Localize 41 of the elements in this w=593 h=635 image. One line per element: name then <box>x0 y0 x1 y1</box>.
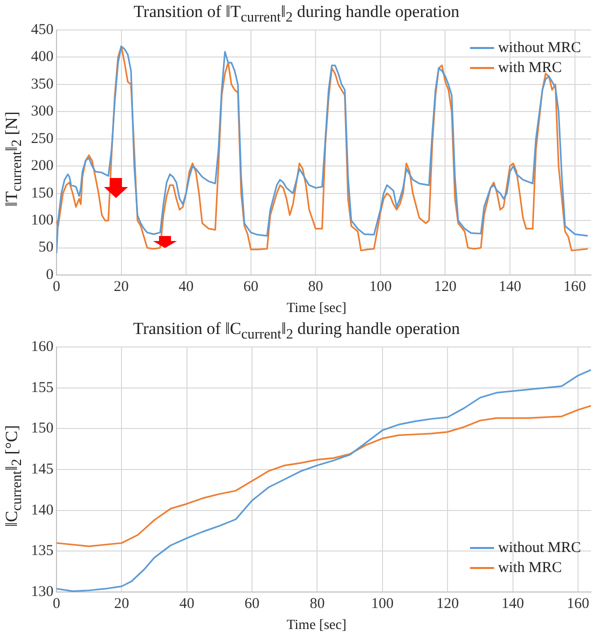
x-tick-label: 120 <box>436 596 459 612</box>
y-tick-label: 150 <box>31 185 54 202</box>
legend-label: with MRC <box>498 60 562 76</box>
x-tick-label: 80 <box>310 596 325 612</box>
y-tick-label: 0 <box>46 266 54 283</box>
y-tick-label: 200 <box>31 158 54 174</box>
x-tick-label: 100 <box>371 596 394 612</box>
x-tick-label: 20 <box>114 278 129 295</box>
x-axis-title: Time [sec] <box>286 618 348 634</box>
x-tick-label: 100 <box>369 278 392 295</box>
x-tick-label: 40 <box>179 596 194 612</box>
y-tick-label: 250 <box>31 130 54 147</box>
legend-label: without MRC <box>498 40 582 56</box>
x-axis-title: Time [sec] <box>286 301 348 317</box>
x-tick-label: 80 <box>308 278 324 295</box>
y-tick-label: 130 <box>31 584 54 600</box>
chart-title: Transition of ‖T$_{current}$‖$_{2}$ during handle operation <box>134 2 460 26</box>
x-tick-label: 120 <box>434 278 456 295</box>
y-tick-label: 450 <box>31 22 54 38</box>
y-tick-label: 350 <box>31 76 54 92</box>
y-tick-label: 160 <box>31 338 54 355</box>
x-tick-label: 20 <box>114 596 130 612</box>
x-tick-label: 140 <box>498 278 522 295</box>
y-tick-label: 155 <box>31 380 54 396</box>
x-tick-label: 60 <box>244 596 260 612</box>
y-tick-label: 135 <box>31 543 54 560</box>
chart-title: Transition of ‖C$_{current}$‖$_{2}$ during handle operation <box>133 319 460 342</box>
y-tick-label: 140 <box>31 502 54 518</box>
y-tick-label: 150 <box>31 420 54 437</box>
y-tick-label: 400 <box>31 49 54 66</box>
x-tick-label: 160 <box>564 278 586 295</box>
y-tick-label: 145 <box>31 461 54 478</box>
x-tick-label: 40 <box>178 278 194 295</box>
y-tick-label: 300 <box>31 104 54 120</box>
x-tick-label: 60 <box>243 278 258 295</box>
legend-label: without MRC <box>498 540 582 556</box>
x-tick-label: 140 <box>502 596 524 612</box>
x-tick-label: 160 <box>566 596 590 612</box>
y-tick-label: 100 <box>31 212 54 228</box>
y-tick-label: 50 <box>38 240 54 256</box>
legend-label: with MRC <box>498 560 562 576</box>
